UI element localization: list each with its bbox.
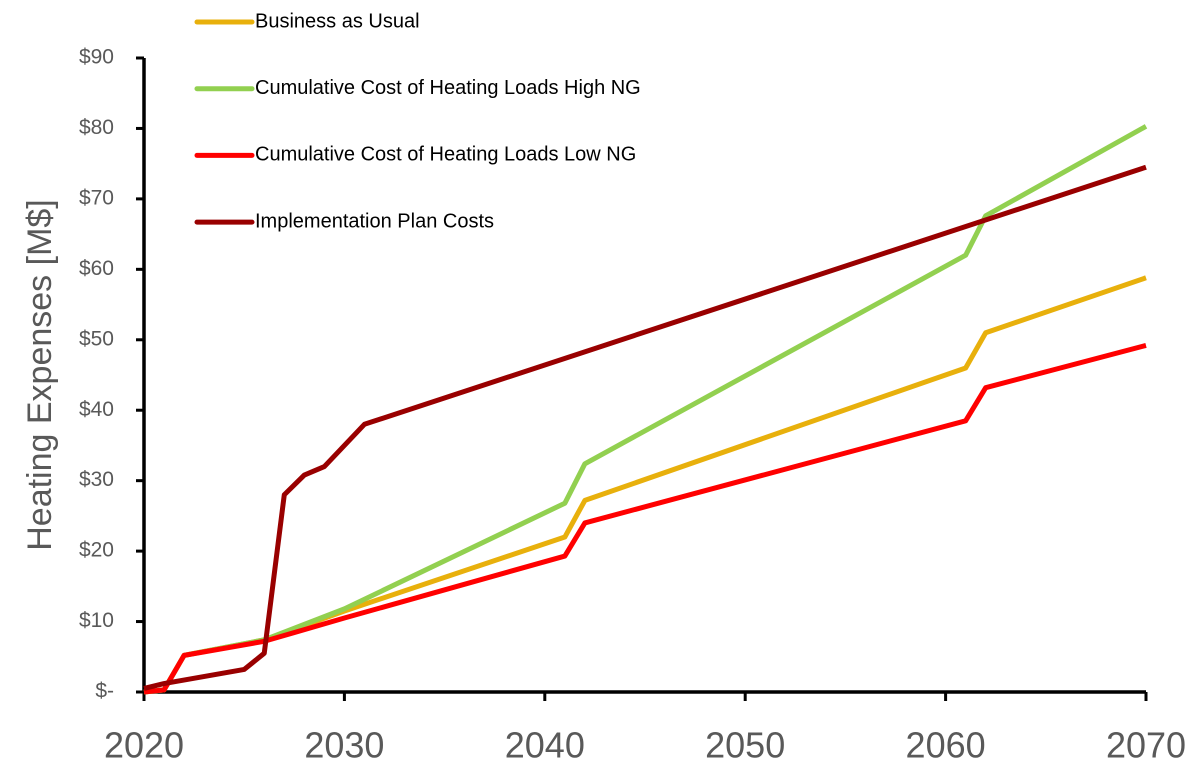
- y-tick-label: $40: [79, 398, 114, 421]
- y-tick-label: $10: [79, 609, 114, 632]
- x-tick-label: 2070: [1106, 725, 1186, 766]
- series-line: [143, 342, 1147, 695]
- y-tick-label: $-: [95, 680, 114, 703]
- y-tick-label: $50: [79, 327, 114, 350]
- legend-label: Business as Usual: [255, 10, 420, 32]
- x-tick-label: 2030: [304, 725, 384, 766]
- x-tick-label: 2020: [104, 725, 184, 766]
- y-tick-label: $60: [79, 257, 114, 280]
- x-tick-label: 2050: [705, 725, 785, 766]
- y-tick-label: $20: [79, 539, 114, 562]
- legend-label: Implementation Plan Costs: [255, 210, 494, 232]
- y-tick-label: $70: [79, 186, 114, 209]
- x-tick-label: 2060: [906, 725, 986, 766]
- y-tick-label: $80: [79, 116, 114, 139]
- y-axis-title: Heating Expenses [M$]: [21, 199, 59, 551]
- legend-label: Cumulative Cost of Heating Loads Low NG: [255, 144, 636, 166]
- legend-label: Cumulative Cost of Heating Loads High NG: [255, 77, 641, 99]
- y-tick-label: $30: [79, 468, 114, 491]
- y-tick-label: $90: [79, 46, 114, 69]
- series-line: [143, 164, 1147, 691]
- x-tick-label: 2040: [505, 725, 585, 766]
